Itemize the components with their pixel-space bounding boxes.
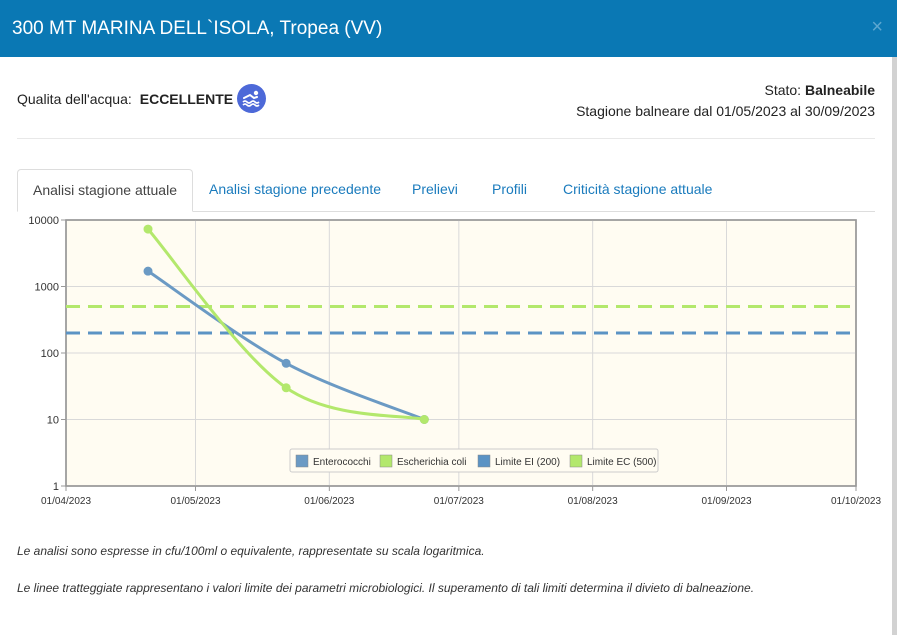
y-tick-label: 10000 [28, 215, 59, 227]
modal-header: 300 MT MARINA DELL`ISOLA, Tropea (VV) × [0, 0, 897, 57]
status-value: Balneabile [804, 82, 875, 98]
tab-current-season-analysis[interactable]: Analisi stagione attuale [17, 169, 193, 212]
legend-label: Escherichia coli [397, 457, 466, 468]
close-icon[interactable]: × [871, 16, 883, 38]
data-point [143, 266, 153, 276]
tab-previous-season-analysis[interactable]: Analisi stagione precedente [209, 181, 382, 197]
modal-title: 300 MT MARINA DELL`ISOLA, Tropea (VV) [12, 18, 383, 39]
legend-label: Enterococchi [313, 457, 371, 468]
chart-legend: Enterococchi Escherichia coli Limite EI (2… [289, 448, 659, 473]
analysis-chart: 1 10 100 1000 10000 01/04/2023 01/05/2023 01/06… [28, 215, 881, 507]
x-tick-label: 01/10/2023 [831, 496, 881, 507]
x-tick-label: 01/07/2023 [434, 496, 484, 507]
divider [17, 138, 875, 139]
tab-current-season-issues[interactable]: Criticità stagione attuale [563, 181, 713, 197]
x-tick-label: 01/08/2023 [568, 496, 618, 507]
x-tick-label: 01/05/2023 [170, 496, 220, 507]
scrollbar-thumb[interactable] [892, 57, 897, 635]
y-tick-label: 100 [41, 348, 59, 360]
data-point [419, 415, 429, 424]
tab-bar: Analisi stagione attuale Analisi stagion… [17, 169, 875, 212]
tab-samples[interactable]: Prelievi [412, 181, 458, 197]
status-label: Stato: [764, 82, 802, 98]
swimmer-icon [237, 84, 267, 113]
tab-profiles[interactable]: Profili [492, 181, 528, 197]
x-tick-label: 01/04/2023 [41, 496, 91, 507]
data-point [281, 383, 291, 393]
scrollbar[interactable] [892, 57, 897, 635]
legend-swatch [379, 454, 393, 468]
note-limits: Le linee tratteggiate rappresentano i va… [17, 581, 755, 595]
y-tick-label: 1 [53, 481, 59, 493]
water-quality-value: ECCELLENTE [139, 90, 234, 107]
water-quality: Qualita dell'acqua: ECCELLENTE [17, 84, 267, 113]
legend-swatch [295, 454, 309, 468]
y-tick-label: 10 [47, 415, 59, 427]
legend-label: Limite EI (200) [495, 457, 560, 468]
plot-border [65, 219, 857, 487]
note-log-scale: Le analisi sono espresse in cfu/100ml o … [17, 544, 485, 558]
legend-label: Limite EC (500) [587, 457, 656, 468]
bathing-status: Stato: Balneabile Stagione balneare dal … [576, 80, 875, 122]
water-quality-label: Qualita dell'acqua: [17, 90, 132, 107]
x-tick-label: 01/06/2023 [304, 496, 354, 507]
legend-swatch [477, 454, 491, 468]
legend-swatch [569, 454, 583, 468]
season-dates: Stagione balneare dal 01/05/2023 al 30/0… [576, 103, 875, 119]
data-point [143, 224, 153, 234]
y-tick-label: 1000 [35, 282, 59, 294]
data-point [281, 358, 291, 368]
x-tick-label: 01/09/2023 [701, 496, 751, 507]
